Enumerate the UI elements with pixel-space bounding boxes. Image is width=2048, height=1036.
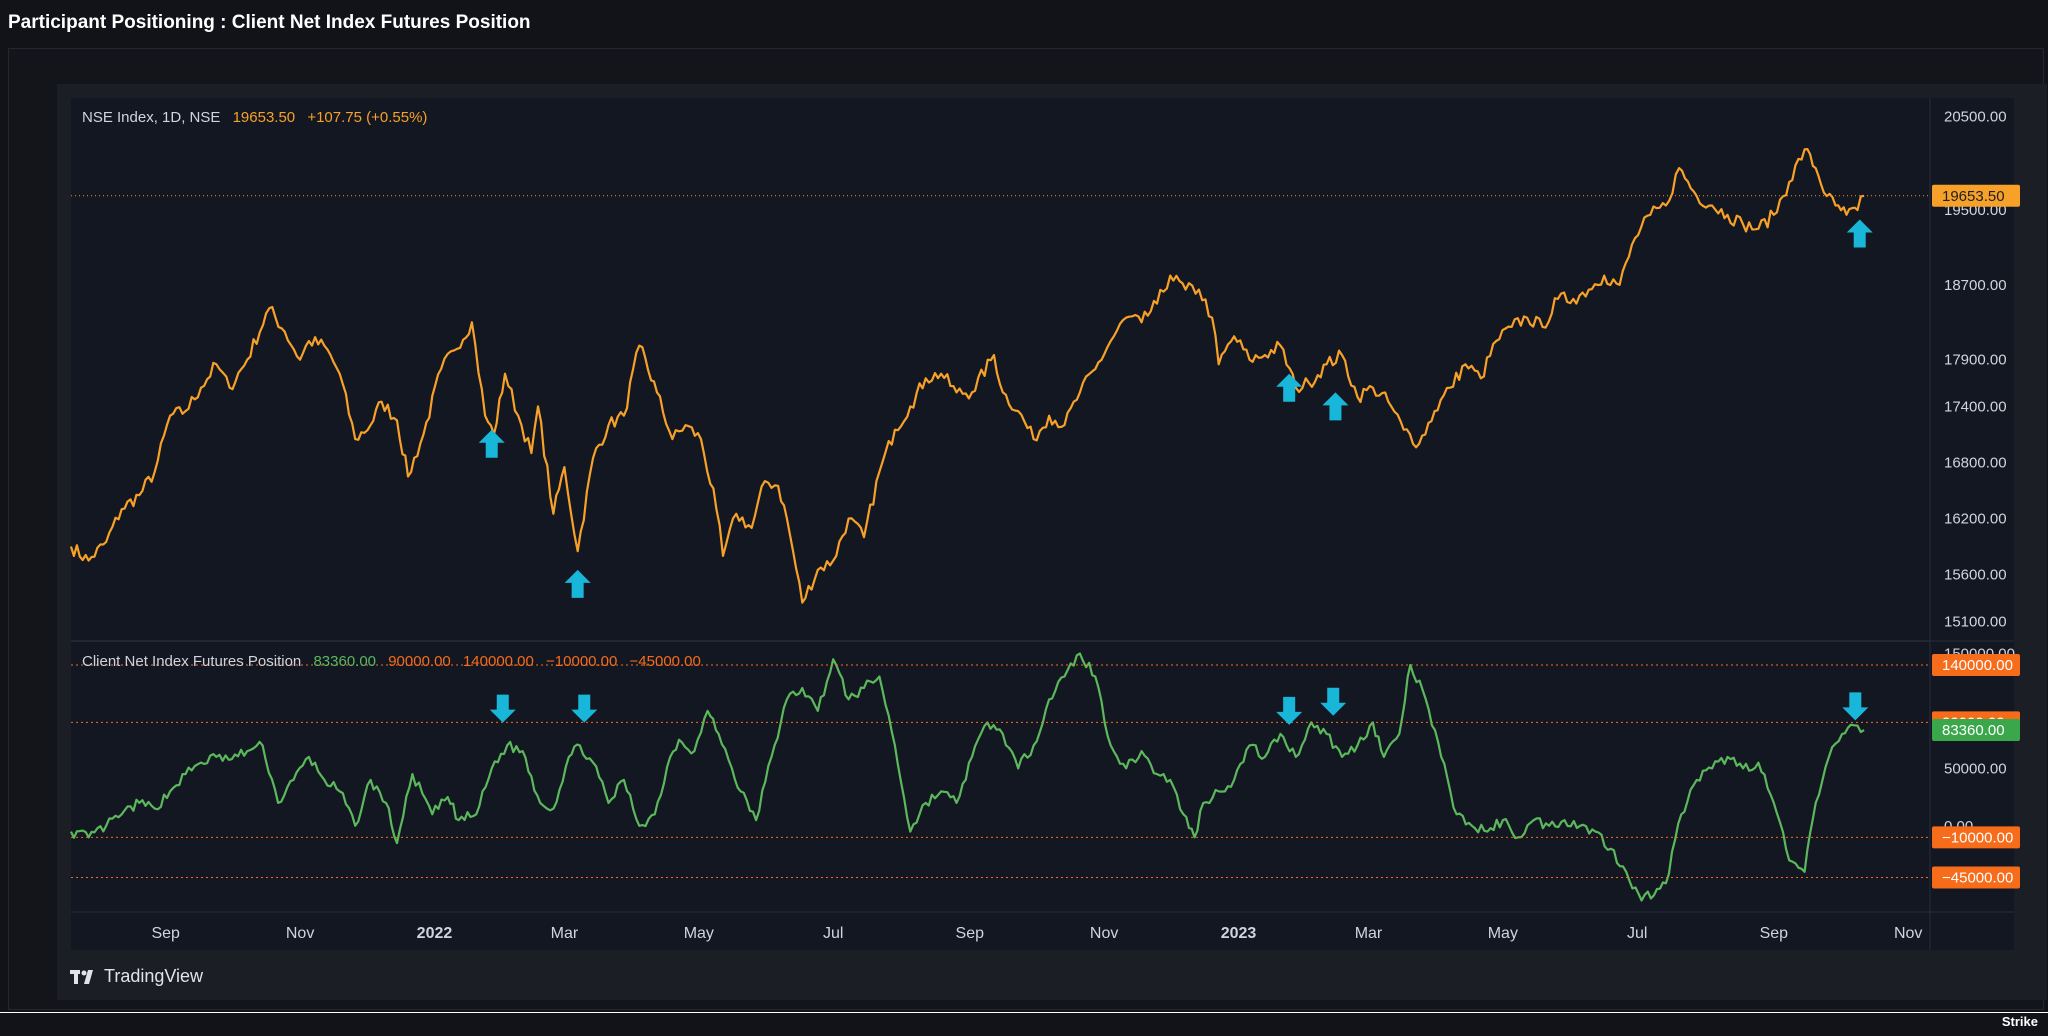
time-axis-tick-label: 2022 — [417, 925, 453, 942]
time-axis-tick-label: Nov — [1894, 925, 1922, 942]
level-badge-text: 140000.00 — [1942, 657, 2013, 674]
position-value-badge-text: 83360.00 — [1942, 722, 2005, 739]
position-legend-level3: −10000.00 — [546, 653, 618, 670]
time-axis-tick-label: 2023 — [1221, 925, 1257, 942]
page-title: Participant Positioning : Client Net Ind… — [8, 12, 531, 33]
price-axis-tick-label: 16800.00 — [1944, 454, 2007, 471]
price-axis-tick-label: 17400.00 — [1944, 398, 2007, 415]
up-arrow-icon — [1276, 373, 1303, 402]
position-legend: Client Net Index Futures Position 83360.… — [82, 653, 709, 670]
position-value-badge: 83360.00 — [1932, 719, 2020, 742]
last-price-badge-text: 19653.50 — [1942, 188, 2005, 205]
level-badge: −45000.00 — [1932, 866, 2020, 889]
tradingview-icon — [70, 969, 93, 984]
down-arrow-icon — [571, 694, 598, 723]
position-axis-tick-label: 50000.00 — [1944, 760, 2007, 777]
up-arrow-icon — [564, 569, 591, 598]
position-legend-level1: 90000.00 — [388, 653, 451, 670]
time-axis-tick-label: Nov — [1090, 925, 1118, 942]
position-legend-value: 83360.00 — [313, 653, 377, 670]
price-axis-tick-label: 16200.00 — [1944, 511, 2007, 528]
price-legend-change: +107.75 (+0.55%) — [307, 109, 428, 126]
position-value-badge-bg — [1932, 719, 2020, 742]
level-badge-bg — [1932, 866, 2020, 889]
footer-logo: Strike — [2001, 1014, 2038, 1029]
price-axis-pane — [1930, 98, 2014, 950]
last-price-badge-bg — [1932, 184, 2020, 207]
position-pane — [71, 642, 1930, 912]
price-series-line — [69, 148, 1865, 604]
position-legend-level2: 140000.00 — [462, 653, 534, 670]
price-pane — [71, 98, 1930, 640]
chart-canvas[interactable]: 20500.0019500.0018700.0017900.0017400.00… — [0, 0, 2048, 1012]
down-arrow-icon — [1276, 696, 1303, 725]
price-axis-tick-label: 17900.00 — [1944, 352, 2007, 369]
price-legend: NSE Index, 1D, NSE 19653.50 +107.75 (+0.… — [82, 109, 435, 126]
footer-divider — [0, 1012, 2048, 1013]
time-axis-tick-label: Sep — [1760, 925, 1789, 942]
time-axis-tick-label: May — [1488, 925, 1518, 942]
time-axis-tick-label: Sep — [151, 925, 180, 942]
price-axis-tick-label: 18700.00 — [1944, 277, 2007, 294]
level-badge-text: −45000.00 — [1942, 870, 2013, 887]
time-axis-tick-label: Mar — [551, 925, 579, 942]
last-price-badge: 19653.50 — [1932, 184, 2020, 207]
up-arrow-icon — [1322, 392, 1349, 421]
time-axis-pane — [71, 912, 1930, 950]
watermark-text: TradingView — [104, 966, 204, 986]
down-arrow-icon — [1842, 692, 1869, 721]
time-axis-tick-label: May — [684, 925, 714, 942]
level-badge: 140000.00 — [1932, 653, 2020, 676]
position-series-line — [70, 652, 1865, 902]
time-axis-tick-label: Nov — [286, 925, 314, 942]
position-legend-name: Client Net Index Futures Position — [82, 653, 302, 670]
price-axis-tick-label: 15100.00 — [1944, 613, 2007, 630]
price-legend-last: 19653.50 — [232, 109, 296, 126]
down-arrow-icon — [1320, 687, 1347, 716]
price-axis-tick-label: 15600.00 — [1944, 567, 2007, 584]
level-badge-text: −10000.00 — [1942, 829, 2013, 846]
up-arrow-icon — [1846, 219, 1873, 248]
level-badge-bg — [1932, 653, 2020, 676]
time-axis-tick-label: Jul — [1627, 925, 1647, 942]
price-legend-symbol: NSE Index, 1D, NSE — [82, 109, 221, 126]
time-axis-tick-label: Mar — [1355, 925, 1383, 942]
up-arrow-icon — [478, 429, 505, 458]
price-axis-tick-label: 20500.00 — [1944, 109, 2007, 126]
level-badge: −10000.00 — [1932, 826, 2020, 849]
time-axis-tick-label: Sep — [956, 925, 985, 942]
time-axis-tick-label: Jul — [823, 925, 843, 942]
tradingview-logo[interactable]: TradingView — [70, 966, 203, 987]
position-legend-level4: −45000.00 — [629, 653, 701, 670]
down-arrow-icon — [489, 694, 516, 723]
level-badge-bg — [1932, 826, 2020, 849]
